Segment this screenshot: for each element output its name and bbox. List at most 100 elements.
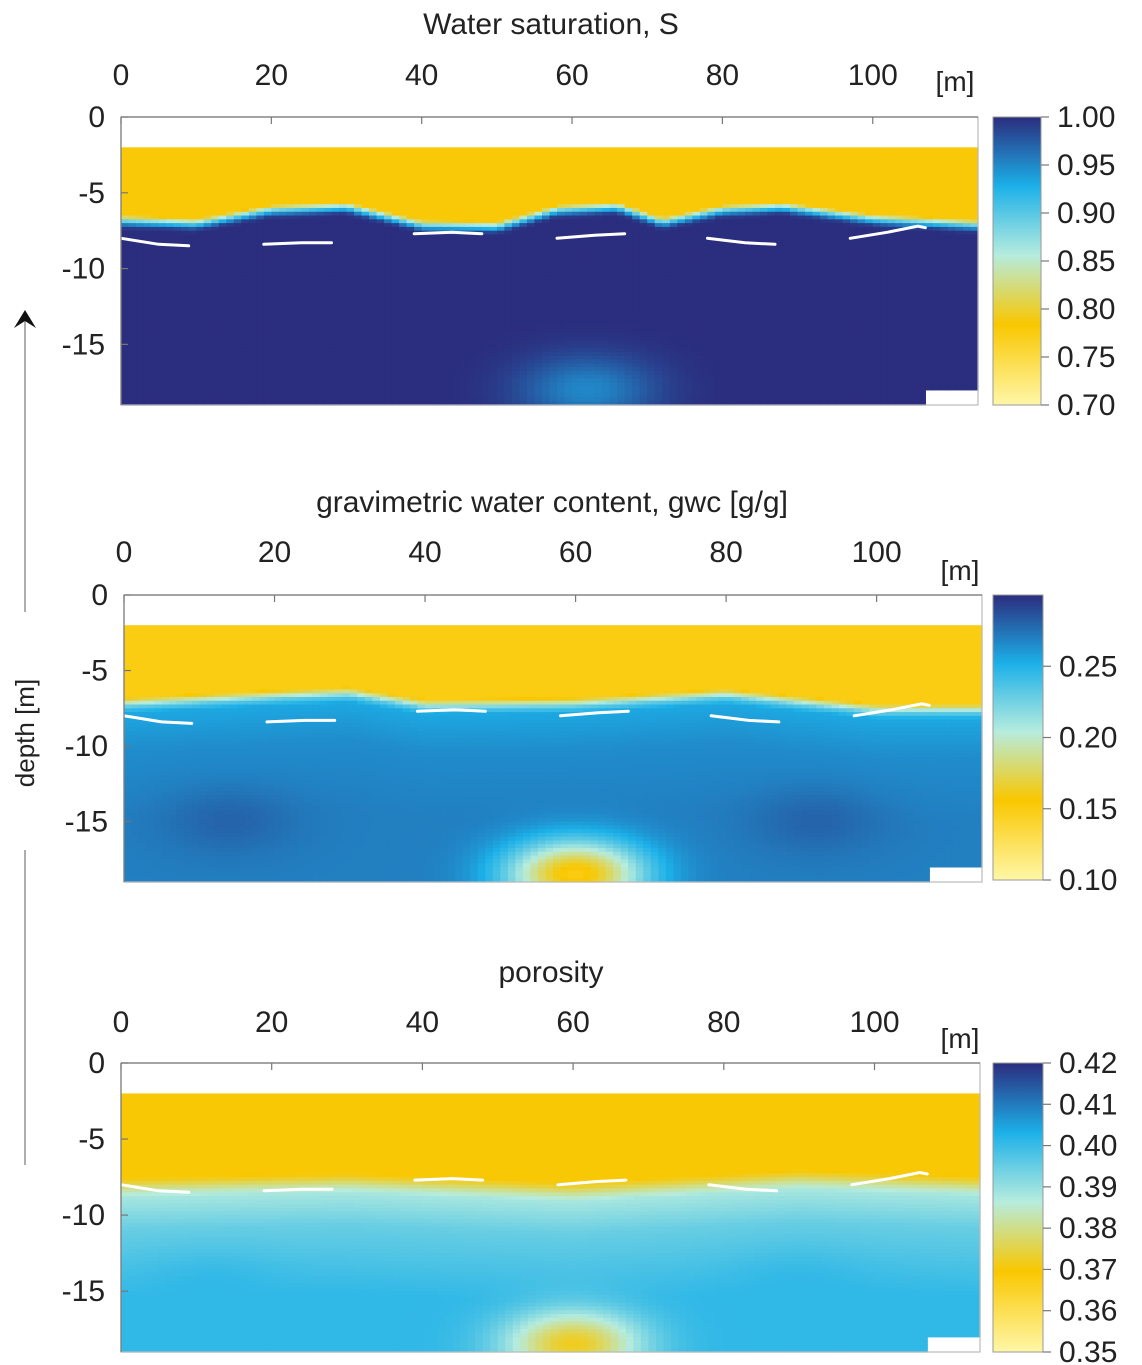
heatmap-cell <box>519 178 527 182</box>
heatmap-cell <box>422 197 430 201</box>
heatmap-cell <box>467 299 475 303</box>
heatmap-cell <box>339 280 347 284</box>
heatmap-cell <box>339 299 347 303</box>
heatmap-cell <box>565 231 573 235</box>
heatmap-cell <box>249 147 257 151</box>
heatmap-cell <box>444 378 452 382</box>
heatmap-cell <box>557 360 565 364</box>
heatmap-cell <box>497 170 505 174</box>
heatmap-cell <box>422 178 430 182</box>
heatmap-cell <box>181 329 189 333</box>
heatmap-cell <box>331 261 339 265</box>
heatmap-cell <box>204 155 212 159</box>
heatmap-cell <box>384 242 392 246</box>
heatmap-cell <box>211 178 219 182</box>
heatmap-cell <box>136 185 144 189</box>
heatmap-cell <box>347 348 355 352</box>
heatmap-cell <box>196 189 204 193</box>
heatmap-cell <box>467 159 475 163</box>
heatmap-cell <box>392 314 400 318</box>
heatmap-cell <box>279 246 287 250</box>
heatmap-cell <box>294 288 302 292</box>
heatmap-cell <box>369 185 377 189</box>
heatmap-cell <box>534 295 542 299</box>
heatmap-cell <box>159 318 167 322</box>
heatmap-cell <box>301 344 309 348</box>
heatmap-cell <box>129 341 137 345</box>
heatmap-cell <box>550 375 558 379</box>
heatmap-cell <box>279 344 287 348</box>
heatmap-cell <box>331 159 339 163</box>
heatmap-cell <box>196 378 204 382</box>
heatmap-cell <box>512 265 520 269</box>
heatmap-cell <box>519 375 527 379</box>
heatmap-cell <box>286 170 294 174</box>
heatmap-cell <box>489 333 497 337</box>
heatmap-cell <box>377 208 385 212</box>
heatmap-cell <box>437 216 445 220</box>
heatmap-cell <box>196 159 204 163</box>
heatmap-cell <box>234 189 242 193</box>
heatmap-cell <box>316 231 324 235</box>
heatmap-cell <box>377 238 385 242</box>
heatmap-cell <box>459 155 467 159</box>
heatmap-cell <box>407 367 415 371</box>
heatmap-cell <box>166 367 174 371</box>
heatmap-cell <box>166 288 174 292</box>
heatmap-cell <box>587 197 595 201</box>
heatmap-cell <box>452 394 460 398</box>
heatmap-cell <box>347 151 355 155</box>
heatmap-cell <box>565 390 573 394</box>
heatmap-cell <box>226 181 234 185</box>
heatmap-cell <box>264 356 272 360</box>
heatmap-cell <box>399 329 407 333</box>
heatmap-cell <box>196 216 204 220</box>
heatmap-cell <box>181 216 189 220</box>
heatmap-cell <box>174 371 182 375</box>
heatmap-cell <box>331 397 339 401</box>
heatmap-cell <box>444 204 452 208</box>
heatmap-cell <box>271 375 279 379</box>
heatmap-cell <box>264 367 272 371</box>
heatmap-cell <box>392 318 400 322</box>
heatmap-cell <box>271 204 279 208</box>
heatmap-cell <box>226 174 234 178</box>
heatmap-cell <box>422 242 430 246</box>
heatmap-cell <box>204 386 212 390</box>
heatmap-cell <box>414 155 422 159</box>
heatmap-cell <box>362 261 370 265</box>
heatmap-cell <box>467 333 475 337</box>
heatmap-cell <box>542 371 550 375</box>
heatmap-cell <box>204 246 212 250</box>
heatmap-cell <box>497 219 505 223</box>
heatmap-cell <box>121 299 129 303</box>
heatmap-cell <box>504 325 512 329</box>
heatmap-cell <box>534 375 542 379</box>
heatmap-cell <box>557 378 565 382</box>
heatmap-cell <box>144 291 152 295</box>
heatmap-cell <box>392 231 400 235</box>
heatmap-cell <box>444 174 452 178</box>
heatmap-cell <box>527 151 535 155</box>
heatmap-cell <box>542 310 550 314</box>
heatmap-cell <box>444 306 452 310</box>
heatmap-cell <box>241 390 249 394</box>
heatmap-cell <box>459 363 467 367</box>
heatmap-cell <box>144 367 152 371</box>
heatmap-cell <box>504 227 512 231</box>
heatmap-cell <box>557 269 565 273</box>
heatmap-cell <box>264 159 272 163</box>
heatmap-cell <box>527 363 535 367</box>
heatmap-cell <box>181 314 189 318</box>
heatmap-cell <box>331 356 339 360</box>
heatmap-cell <box>407 341 415 345</box>
heatmap-cell <box>324 200 332 204</box>
heatmap-cell <box>429 261 437 265</box>
heatmap-cell <box>504 371 512 375</box>
heatmap-cell <box>279 204 287 208</box>
heatmap-cell <box>309 394 317 398</box>
heatmap-cell <box>166 352 174 356</box>
heatmap-cell <box>459 318 467 322</box>
heatmap-cell <box>189 360 197 364</box>
heatmap-cell <box>392 303 400 307</box>
